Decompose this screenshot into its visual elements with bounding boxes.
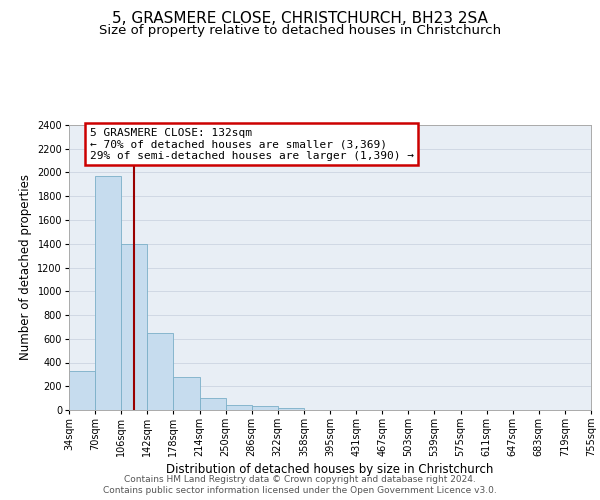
- Bar: [199, 398, 226, 410]
- Text: Contains public sector information licensed under the Open Government Licence v3: Contains public sector information licen…: [103, 486, 497, 495]
- Bar: [148, 334, 173, 410]
- Bar: [173, 378, 199, 410]
- Bar: [278, 408, 304, 410]
- Text: 5, GRASMERE CLOSE, CHRISTCHURCH, BH23 2SA: 5, GRASMERE CLOSE, CHRISTCHURCH, BH23 2S…: [112, 11, 488, 26]
- Text: 5 GRASMERE CLOSE: 132sqm
← 70% of detached houses are smaller (3,369)
29% of sem: 5 GRASMERE CLOSE: 132sqm ← 70% of detach…: [90, 128, 414, 161]
- Text: Size of property relative to detached houses in Christchurch: Size of property relative to detached ho…: [99, 24, 501, 37]
- Bar: [226, 404, 252, 410]
- Bar: [252, 406, 278, 410]
- Y-axis label: Number of detached properties: Number of detached properties: [19, 174, 32, 360]
- Bar: [95, 176, 121, 410]
- Bar: [121, 244, 148, 410]
- Text: Contains HM Land Registry data © Crown copyright and database right 2024.: Contains HM Land Registry data © Crown c…: [124, 475, 476, 484]
- X-axis label: Distribution of detached houses by size in Christchurch: Distribution of detached houses by size …: [166, 464, 494, 476]
- Bar: [69, 372, 95, 410]
